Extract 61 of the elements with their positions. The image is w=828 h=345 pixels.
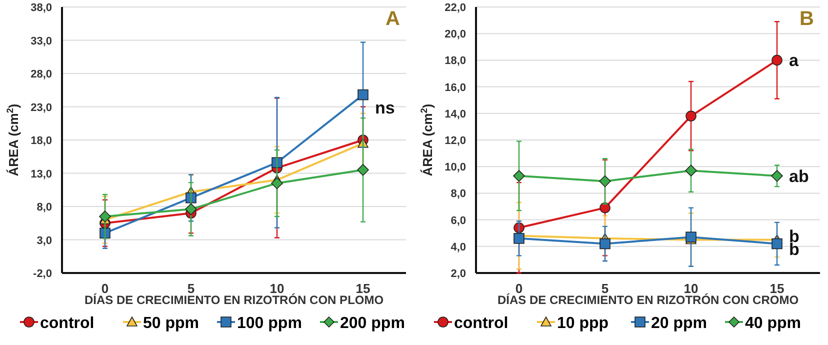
point <box>357 164 369 176</box>
point <box>685 164 697 176</box>
legend-label: control <box>40 315 94 332</box>
legend-label: 20 ppm <box>651 315 708 332</box>
y-tick-label: 10,0 <box>444 162 466 174</box>
y-tick-label: 18,0 <box>30 135 52 147</box>
y-tick-label: 23,0 <box>30 102 52 114</box>
legend-label: 50 ppm <box>143 315 200 332</box>
legend-label: 100 ppm <box>237 315 302 332</box>
y-tick-label: 18,0 <box>444 55 466 68</box>
y-tick-label: 8,0 <box>36 202 52 214</box>
y-tick-label: 4,0 <box>450 241 466 254</box>
point <box>600 238 610 250</box>
point <box>600 202 610 214</box>
y-tick-label: 12,0 <box>444 135 466 147</box>
annotation: B <box>800 8 814 30</box>
point <box>272 157 282 168</box>
y-tick-label: 20,0 <box>444 28 466 41</box>
y-tick-label: -2,0 <box>33 268 52 280</box>
y-tick-label: 3,0 <box>36 234 52 247</box>
y-tick-label: 13,0 <box>30 168 52 180</box>
point <box>185 203 197 216</box>
point <box>271 177 283 190</box>
point <box>772 238 782 250</box>
legend-label: 10 ppp <box>557 315 609 332</box>
x-tick-label: 10 <box>684 281 698 296</box>
legend-label: control <box>454 315 508 332</box>
x-axis-title: DÍAS DE CRECIMIENTO EN RIZOTRÓN CON CROMO <box>497 293 799 307</box>
annotation: ns <box>375 98 395 118</box>
point <box>772 54 782 66</box>
x-tick-label: 15 <box>356 281 370 296</box>
x-axis-title: DÍAS DE CRECIMIENTO EN RIZOTRÓN CON PLOMO <box>84 293 384 307</box>
legend-label: 40 ppm <box>745 315 802 332</box>
x-tick-label: 5 <box>187 281 195 296</box>
x-tick-label: 15 <box>770 281 784 296</box>
y-tick-label: 38,0 <box>30 2 52 14</box>
point <box>599 175 611 188</box>
x-tick-label: 10 <box>270 281 284 296</box>
legend-label: 200 ppm <box>340 315 405 332</box>
annotation: ab <box>789 166 809 186</box>
x-tick-label: 0 <box>101 281 109 296</box>
x-tick-label: 5 <box>601 281 609 296</box>
point <box>771 170 783 182</box>
y-tick-label: 2,0 <box>450 268 466 280</box>
point <box>186 192 196 204</box>
y-tick-label: 28,0 <box>30 68 52 80</box>
annotation: A <box>386 8 400 30</box>
y-tick-label: 22,0 <box>444 2 466 14</box>
point <box>100 228 110 238</box>
y-tick-label: 16,0 <box>444 82 466 94</box>
y-tick-label: 14,0 <box>444 108 466 120</box>
point <box>514 233 524 244</box>
x-tick-label: 0 <box>515 281 523 296</box>
point <box>686 110 696 122</box>
y-tick-label: 6,0 <box>450 214 466 227</box>
point <box>513 170 525 182</box>
point <box>358 89 368 100</box>
y-tick-label: 8,0 <box>450 188 466 200</box>
y-tick-label: 33,0 <box>30 35 52 48</box>
point <box>99 210 111 222</box>
annotation: a <box>789 51 799 70</box>
